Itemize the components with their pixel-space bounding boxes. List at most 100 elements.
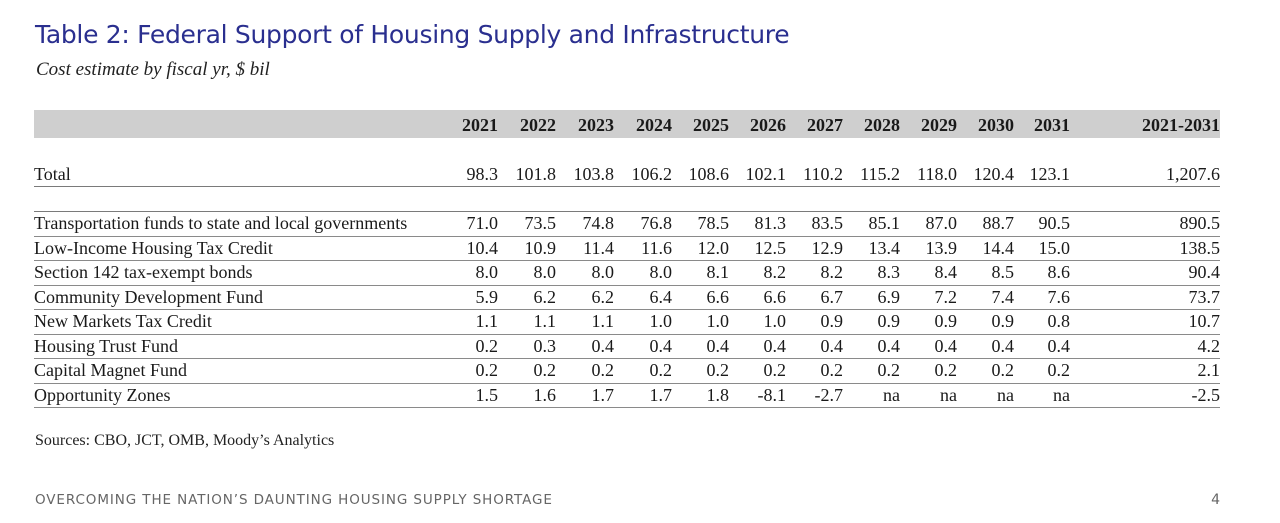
table-cell: 0.9 <box>843 309 900 335</box>
table-cell: 8.3 <box>843 260 900 286</box>
table-cell: na <box>1014 383 1070 408</box>
row-label: Capital Magnet Fund <box>34 358 438 384</box>
table-cell: 108.6 <box>672 162 729 187</box>
page-subtitle: Cost estimate by fiscal yr, $ bil <box>36 59 270 80</box>
column-header: 2025 <box>672 110 729 138</box>
table-cell: 0.4 <box>556 334 614 359</box>
table-cell: 83.5 <box>786 211 843 237</box>
table-cell: 118.0 <box>900 162 957 187</box>
table-cell: 0.9 <box>957 309 1014 335</box>
table-cell: 0.2 <box>957 358 1014 384</box>
table-cell: 1.1 <box>438 309 498 335</box>
table-cell: 8.0 <box>614 260 672 286</box>
table-cell: 0.4 <box>672 334 729 359</box>
table-cell: 90.5 <box>1014 211 1070 237</box>
table-cell: 0.2 <box>1014 358 1070 384</box>
table-spacer-row <box>34 138 1220 162</box>
table-cell: 123.1 <box>1014 162 1070 187</box>
footer-text: OVERCOMING THE NATION’S DAUNTING HOUSING… <box>35 492 553 508</box>
table-cell: 81.3 <box>729 211 786 237</box>
table-row: Low-Income Housing Tax Credit 10.4 10.9 11.… <box>34 236 1220 261</box>
table-cell: -8.1 <box>729 383 786 408</box>
table-cell: 11.4 <box>556 236 614 261</box>
table-cell: 0.2 <box>438 358 498 384</box>
table-row: Section 142 tax-exempt bonds 8.0 8.0 8.0 8.0… <box>34 260 1220 286</box>
table-row: Capital Magnet Fund 0.2 0.2 0.2 0.2 0.2 0.2 0.2… <box>34 358 1220 384</box>
table-cell: 8.0 <box>498 260 556 286</box>
table-cell: 15.0 <box>1014 236 1070 261</box>
table-cell: 6.9 <box>843 285 900 310</box>
table-cell: 102.1 <box>729 162 786 187</box>
table-cell: 110.2 <box>786 162 843 187</box>
table-cell: 10.9 <box>498 236 556 261</box>
table-cell: 98.3 <box>438 162 498 187</box>
table-cell: 120.4 <box>957 162 1014 187</box>
column-header: 2030 <box>957 110 1014 138</box>
table-cell: 0.3 <box>498 334 556 359</box>
column-header: 2026 <box>729 110 786 138</box>
page-number: 4 <box>1211 492 1220 508</box>
table-cell: 13.9 <box>900 236 957 261</box>
table-cell: 6.2 <box>498 285 556 310</box>
table-cell: 0.8 <box>1014 309 1070 335</box>
row-label: Housing Trust Fund <box>34 334 438 359</box>
table-cell: 1.7 <box>556 383 614 408</box>
table-cell: 0.4 <box>1014 334 1070 359</box>
table-cell: 13.4 <box>843 236 900 261</box>
table-cell: 10.7 <box>1070 309 1220 335</box>
column-header: 2024 <box>614 110 672 138</box>
table-cell: 76.8 <box>614 211 672 237</box>
column-header: 2029 <box>900 110 957 138</box>
table-cell: 6.7 <box>786 285 843 310</box>
table-cell: 101.8 <box>498 162 556 187</box>
column-header: 2027 <box>786 110 843 138</box>
table-cell: 1.7 <box>614 383 672 408</box>
table-cell: 10.4 <box>438 236 498 261</box>
row-label: Low-Income Housing Tax Credit <box>34 236 438 261</box>
table-cell: -2.5 <box>1070 383 1220 408</box>
table-cell: 0.4 <box>900 334 957 359</box>
header-label-cell <box>34 110 438 138</box>
table-cell: 78.5 <box>672 211 729 237</box>
table-cell: 0.2 <box>786 358 843 384</box>
table-cell: 8.0 <box>438 260 498 286</box>
table-cell: 1.6 <box>498 383 556 408</box>
row-label: Total <box>34 162 438 187</box>
table-row: New Markets Tax Credit 1.1 1.1 1.1 1.0 1.0 1.0… <box>34 309 1220 335</box>
table-row: Opportunity Zones 1.5 1.6 1.7 1.7 1.8 -8.1 -2.7… <box>34 383 1220 408</box>
table-cell: 7.6 <box>1014 285 1070 310</box>
table-row: Transportation funds to state and local … <box>34 211 1220 237</box>
column-header: 2021-2031 <box>1070 110 1220 138</box>
column-header: 2028 <box>843 110 900 138</box>
table-cell: na <box>843 383 900 408</box>
table-cell: 2.1 <box>1070 358 1220 384</box>
table-cell: 0.2 <box>900 358 957 384</box>
row-label: Opportunity Zones <box>34 383 438 408</box>
row-label: New Markets Tax Credit <box>34 309 438 335</box>
table-cell: 0.9 <box>900 309 957 335</box>
table-cell: 11.6 <box>614 236 672 261</box>
table-cell: na <box>900 383 957 408</box>
table-cell: 0.2 <box>843 358 900 384</box>
table-header-row: 2021 2022 2023 2024 2025 2026 2027 2028 2029 2030… <box>34 110 1220 138</box>
table-cell: -2.7 <box>786 383 843 408</box>
table-cell: 5.9 <box>438 285 498 310</box>
table-cell: na <box>957 383 1014 408</box>
table-cell: 7.2 <box>900 285 957 310</box>
table-cell: 106.2 <box>614 162 672 187</box>
table-cell: 74.8 <box>556 211 614 237</box>
table-cell: 7.4 <box>957 285 1014 310</box>
table-cell: 6.2 <box>556 285 614 310</box>
table-spacer-row <box>34 187 1220 212</box>
table-cell: 8.6 <box>1014 260 1070 286</box>
table-cell: 0.2 <box>614 358 672 384</box>
total-row: Total 98.3 101.8 103.8 106.2 108.6 102.1 110.2 1… <box>34 162 1220 187</box>
table-cell: 1.1 <box>498 309 556 335</box>
column-header: 2031 <box>1014 110 1070 138</box>
column-header: 2022 <box>498 110 556 138</box>
table-cell: 0.4 <box>957 334 1014 359</box>
table-cell: 0.2 <box>498 358 556 384</box>
table-cell: 73.5 <box>498 211 556 237</box>
table-cell: 1.1 <box>556 309 614 335</box>
table-cell: 0.2 <box>672 358 729 384</box>
